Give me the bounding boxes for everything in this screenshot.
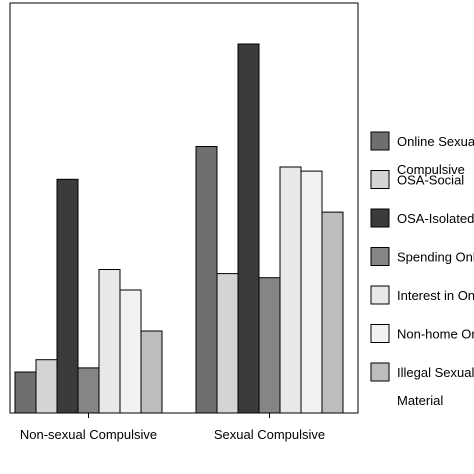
legend-label-interest-in-online: Interest in Online bbox=[397, 288, 474, 303]
bar-non-sexual-compulsive-osa-social bbox=[35, 359, 58, 414]
x-tick-label: Sexual Compulsive bbox=[214, 427, 325, 442]
x-tick-label: Non-sexual Compulsive bbox=[20, 427, 157, 442]
legend-swatch-spending-online bbox=[370, 247, 390, 266]
bar-sexual-compulsive-illegal-sexual-material bbox=[321, 211, 344, 414]
bar-sexual-compulsive-online-sexual-compulsive bbox=[195, 146, 218, 414]
bar-sexual-compulsive-non-home-online bbox=[300, 170, 323, 414]
bar-non-sexual-compulsive-interest-in-online bbox=[98, 269, 121, 414]
bar-non-sexual-compulsive-illegal-sexual-material bbox=[140, 330, 163, 414]
legend-swatch-online-sexual-compulsive bbox=[370, 131, 390, 151]
legend-swatch-interest-in-online bbox=[370, 285, 390, 305]
legend-label-spending-online: Spending Online bbox=[397, 250, 474, 265]
legend-label-non-home-online: Non-home Online bbox=[397, 327, 474, 342]
bar-sexual-compulsive-osa-isolated bbox=[237, 43, 260, 414]
bar-sexual-compulsive-osa-social bbox=[216, 273, 239, 414]
legend-label-online-sexual-compulsive: Online Sexual bbox=[397, 134, 474, 149]
legend-label-illegal-sexual-material: Illegal Sexual bbox=[397, 365, 474, 380]
legend-label-osa-isolated: OSA-Isolated bbox=[397, 211, 474, 226]
bar-sexual-compulsive-interest-in-online bbox=[279, 166, 302, 414]
legend-swatch-osa-isolated bbox=[370, 208, 390, 228]
x-axis: Non-sexual Compulsive Sexual Compulsive bbox=[20, 413, 325, 442]
bar-non-sexual-compulsive-online-sexual-compulsive bbox=[14, 371, 37, 414]
bar-non-sexual-compulsive-spending-online bbox=[77, 367, 100, 414]
legend-label-osa-social: OSA-Social bbox=[397, 173, 464, 188]
legend-swatch-osa-social bbox=[370, 170, 390, 189]
bar-sexual-compulsive-spending-online bbox=[258, 277, 281, 414]
legend-label-illegal-sexual-material: Material bbox=[397, 393, 443, 408]
legend-swatch-non-home-online bbox=[370, 324, 390, 343]
legend-label-online-sexual-compulsive: Compulsive bbox=[397, 162, 465, 177]
bar-non-sexual-compulsive-non-home-online bbox=[119, 289, 142, 414]
bar-non-sexual-compulsive-osa-isolated bbox=[56, 178, 79, 414]
bars-group bbox=[14, 43, 344, 414]
legend-swatch-illegal-sexual-material bbox=[370, 362, 390, 382]
